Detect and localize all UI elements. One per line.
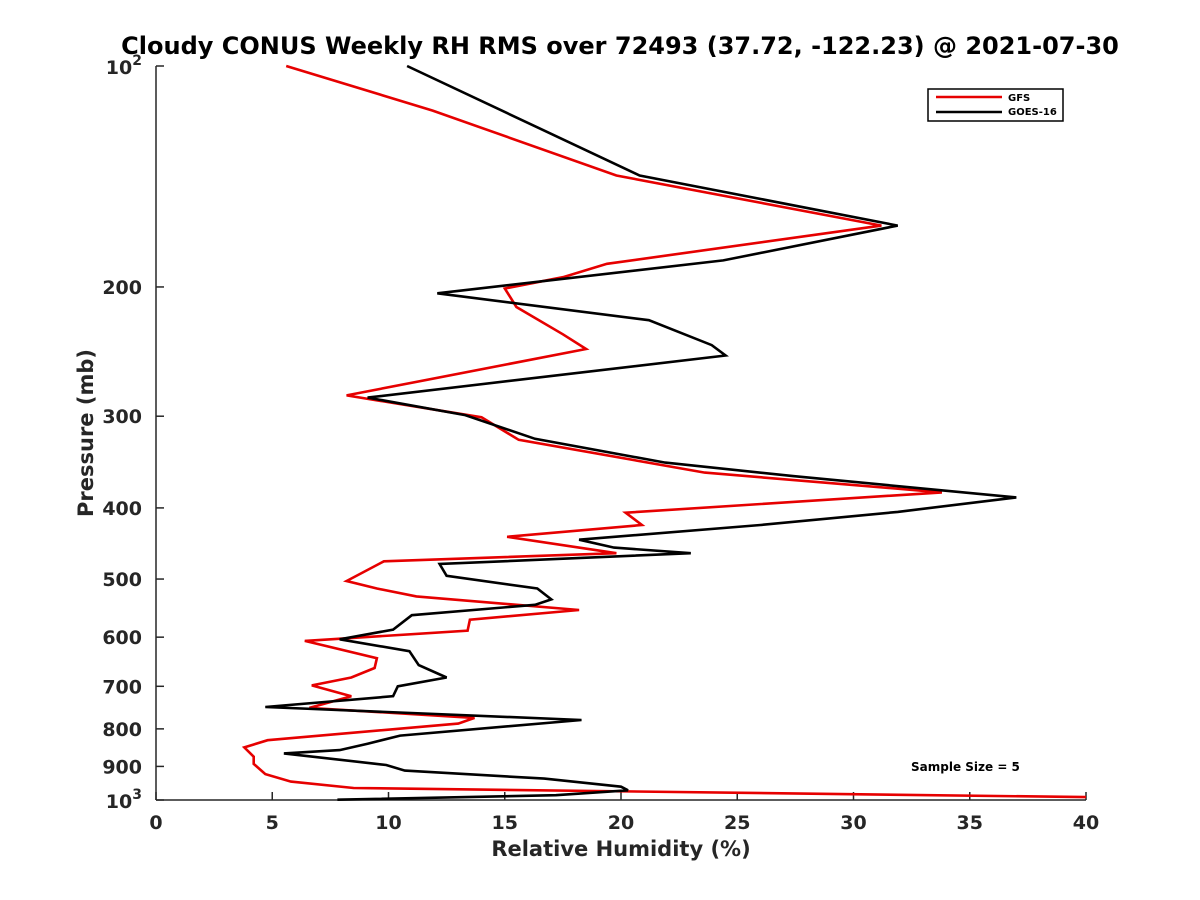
x-tick-label: 40 — [1073, 812, 1099, 834]
y-tick-label: 600 — [102, 627, 142, 649]
x-tick-label: 20 — [608, 812, 634, 834]
series-line-gfs — [241, 64, 1087, 799]
x-tick-label: 10 — [375, 812, 401, 834]
y-tick-label: 200 — [102, 277, 142, 299]
x-ticks: 0 5 10 15 20 25 30 35 40 — [149, 792, 1099, 834]
series-line-goes-16 — [265, 64, 1017, 801]
x-axis-label: Relative Humidity (%) — [491, 837, 750, 861]
legend: GFS GOES-16 — [927, 88, 1064, 122]
legend-box — [927, 88, 1064, 122]
legend-label-goes16: GOES-16 — [1008, 107, 1057, 118]
plot-area — [241, 64, 1087, 801]
y-tick-label: 102 — [106, 53, 142, 79]
y-tick-exponent: 2 — [132, 53, 142, 69]
y-tick-label: 400 — [102, 498, 142, 520]
y-tick-label: 700 — [102, 676, 142, 698]
x-tick-label: 5 — [266, 812, 279, 834]
x-tick-label: 30 — [840, 812, 866, 834]
y-tick-exponent: 3 — [132, 787, 142, 803]
x-tick-label: 25 — [724, 812, 750, 834]
y-tick-base: 10 — [106, 57, 132, 79]
x-tick-label: 35 — [957, 812, 983, 834]
y-tick-label: 300 — [102, 406, 142, 428]
y-tick-label: 900 — [102, 756, 142, 778]
y-axis-label: Pressure (mb) — [74, 349, 98, 517]
chart-title: Cloudy CONUS Weekly RH RMS over 72493 (3… — [121, 32, 1119, 60]
y-tick-base: 10 — [106, 791, 132, 813]
x-tick-label: 0 — [149, 812, 162, 834]
x-tick-label: 15 — [492, 812, 518, 834]
y-tick-label: 103 — [106, 787, 142, 813]
legend-label-gfs: GFS — [1008, 93, 1030, 104]
sample-size-annotation: Sample Size = 5 — [911, 760, 1020, 774]
y-tick-label: 800 — [102, 719, 142, 741]
y-tick-label: 500 — [102, 569, 142, 591]
